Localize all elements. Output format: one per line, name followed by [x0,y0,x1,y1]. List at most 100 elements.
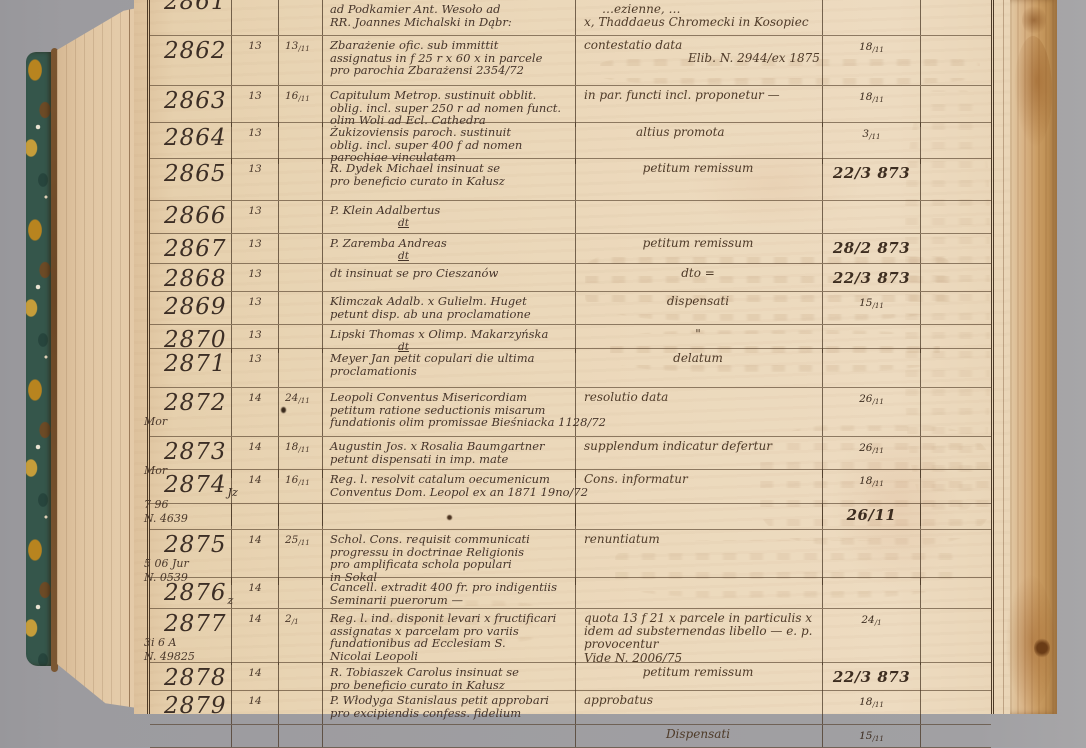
received-date-cell [278,123,322,164]
entry-text-cell: Reg. l. ind. disponit levari x fructific… [322,609,575,665]
row-number-cell: 2861 [150,0,231,35]
ledger-page [134,0,1057,714]
register-row: 2862 13 13/11 Zbarażenie ofic. sub immittit… [150,36,991,86]
register-row: 2874Jz 7 96 N. 4639 14 16/11 Reg. l. resolvit… [144,470,991,526]
received-date-cell [278,292,322,324]
entry-text-cell: R. Dydek Michael insinuat se pro benefici… [322,159,575,200]
folio-number-cell [231,0,278,35]
received-date-cell [278,504,322,529]
entry-number: 2879 [164,693,227,719]
received-date-cell: 2/1 [278,609,322,665]
register-row: 2873 Mor 14 18/11 Augustin Jos. x Rosalia Ba… [144,437,991,478]
register-row: 2861 ad Podkamier Ant. Wesoło ad RR. Joann… [150,0,991,36]
resolution-text-line: resolutio data [584,390,669,404]
resolution-cell: dispensati [575,292,822,324]
resolution-cell [575,504,822,529]
resolution-cell [575,578,822,608]
entry-number: 2870 [164,327,227,353]
entry-margin-note: N. 0539 [144,570,188,584]
resolution-text-line: petitum remissum [642,665,754,679]
received-date-cell: 13/11 [278,36,322,85]
entry-text-line: Conventus Dom. Leopol ex an 1871 19no/72 [330,484,589,499]
entry-number: 2875 [164,532,227,558]
entry-text-line: in Sokal [330,569,378,584]
entry-text-line: dt [398,249,409,262]
folio-number-cell: 14 [231,663,278,692]
received-date-cell [278,234,322,263]
resolution-text-line: contestatio data [584,38,683,52]
resolution-text-line: altius promota [636,125,725,139]
resolution-date-cell: 18/11 [822,86,920,127]
register-row: 2864 13 Żukizoviensis paroch. sustinuit obl… [150,123,991,164]
resolution-text-line: Elib. N. 2944/ex 1875 [688,51,820,66]
entry-text-line: R. Tobiaszek Carolus insinuat se [330,665,519,679]
folio-number-cell: 14 [231,470,278,526]
spare-column-cell [920,578,985,608]
entry-text-line: fundationis olim promissae Bieśniacka 11… [330,415,606,430]
resolution-date-cell [822,325,920,354]
register-row: 2870 13 Lipski Thomas x Olimp. Makarzyńska… [150,325,991,354]
spare-column-cell [920,504,985,529]
spare-column-cell [920,691,985,724]
resolution-text-line: renuntiatum [584,532,660,546]
spare-column-cell [920,388,985,436]
resolution-cell: " [575,325,822,354]
entry-text-line: Żukizoviensis paroch. sustinuit [330,125,511,139]
entry-text-cell: P. Klein Adalbertus dt [322,201,575,233]
resolution-text-line: idem ad substernendas libello — e. p. [584,624,813,639]
entry-number: 2862 [164,38,227,64]
spare-column-cell [920,264,985,291]
entry-number: 2863 [164,88,227,114]
received-date-cell: 18/11 [278,437,322,478]
entry-text-line: Schol. Cons. requisit communicati [330,532,530,546]
entry-text-cell: R. Tobiaszek Carolus insinuat se pro bene… [322,663,575,692]
received-date-cell [278,725,322,747]
resolution-cell: renuntiatum [575,530,822,585]
entry-text-cell: Leopoli Conventus Misericordiam petitum r… [322,388,606,436]
entry-text-cell: P. Zaremba Andreas dt [322,234,575,263]
entry-text-line: petunt disp. ab una proclamatione [330,306,531,321]
resolution-date-cell [822,349,920,387]
row-number-cell: 2879 [150,691,231,724]
register-row: 2878 14 R. Tobiaszek Carolus insinuat se pr… [150,663,991,692]
resolution-date-cell: 22/3 873 [822,663,920,692]
entry-number-suffix: Jz [227,486,238,499]
row-number-cell: 2873 Mor [144,437,231,478]
received-date-cell [278,578,322,608]
resolution-text-line: dispensati [666,294,730,308]
row-number-cell: 2865 [150,159,231,200]
received-date-cell [278,201,322,233]
folio-number-cell: 13 [231,159,278,200]
resolution-text-line: quota 13 f 21 x parcele in particulis x [584,611,813,625]
spare-column-cell [920,325,985,354]
register-row: 2875 5 06 Jur N. 0539 14 25/11 Schol. Cons. r… [144,530,991,585]
folio-number-cell: 14 [231,388,278,436]
resolution-text-line: " [695,327,701,341]
resolution-cell: dto = [575,264,822,291]
register-row: 2869 13 Klimczak Adalb. x Gulielm. Huget pe… [150,292,991,325]
resolution-cell [575,201,822,233]
entry-text-line: dt [398,340,409,353]
entry-number: 2877 [164,611,227,637]
entry-number: 2876z [164,580,234,607]
folio-number-cell [231,504,278,529]
spare-column-cell [920,201,985,233]
resolution-text-line: in par. functi incl. proponetur — [584,88,780,102]
entry-margin-note: Mor [144,464,168,477]
resolution-cell: in par. functi incl. proponetur — [575,86,822,127]
spare-column-cell [920,123,985,164]
folio-number-cell: 14 [231,530,278,585]
entry-text-line: assignatas x parcelam pro variis [330,623,519,638]
entry-margin-note: 3i 6 A [144,636,177,649]
entry-number: 2873 [164,439,227,465]
received-date-cell [278,0,322,35]
resolution-date-cell: 15/11 [822,725,920,747]
folio-number-cell: 13 [231,349,278,387]
entry-text-cell [322,725,575,747]
spare-column-cell [920,725,985,747]
entry-text-line: fundationibus ad Ecclesiam S. [330,636,506,651]
entry-text-cell: Capitulum Metrop. sustinuit obblit. oblig… [322,86,575,127]
entry-number: 2874Jz [164,472,238,499]
entry-margin-note: 7 96 [144,498,169,511]
